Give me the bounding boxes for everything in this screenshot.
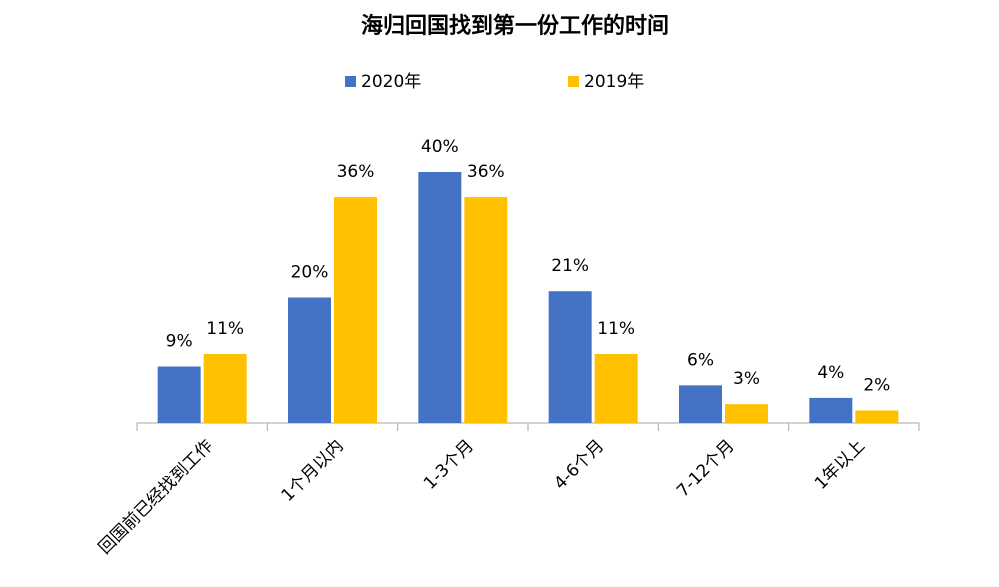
x-tick-label: 7-12个月 — [673, 436, 738, 501]
data-label: 11% — [206, 319, 244, 339]
data-label: 9% — [166, 332, 193, 352]
bar — [809, 397, 853, 423]
legend-label: 2020年 — [361, 72, 421, 92]
x-tick-label: 回国前已经找到工作 — [95, 436, 217, 558]
data-label: 6% — [687, 350, 714, 370]
data-label: 36% — [467, 162, 505, 182]
data-label: 4% — [817, 363, 844, 383]
bar — [594, 353, 638, 423]
data-label: 3% — [733, 369, 760, 389]
bar — [288, 297, 331, 423]
chart-title: 海归回国找到第一份工作的时间 — [361, 13, 669, 39]
bar — [679, 385, 722, 423]
x-tick-label: 4-6个月 — [550, 436, 608, 494]
x-tick-label: 1个月以内 — [278, 436, 348, 506]
bar — [725, 404, 768, 423]
data-label: 40% — [421, 137, 459, 157]
bar — [855, 410, 899, 423]
x-tick-label: 1年以上 — [811, 436, 869, 494]
legend-swatch — [345, 76, 356, 87]
bar — [157, 366, 201, 423]
data-label: 11% — [597, 319, 635, 339]
data-label: 20% — [291, 263, 329, 283]
x-tick-label: 1-3个月 — [420, 436, 478, 494]
legend-label: 2019年 — [584, 72, 644, 92]
legend-swatch — [568, 76, 579, 87]
bar — [418, 172, 462, 423]
data-label: 2% — [863, 375, 890, 395]
bar — [548, 291, 592, 423]
bar — [203, 353, 247, 423]
bar — [334, 197, 377, 423]
bar — [464, 197, 508, 423]
data-label: 21% — [551, 256, 589, 276]
data-label: 36% — [337, 162, 375, 182]
